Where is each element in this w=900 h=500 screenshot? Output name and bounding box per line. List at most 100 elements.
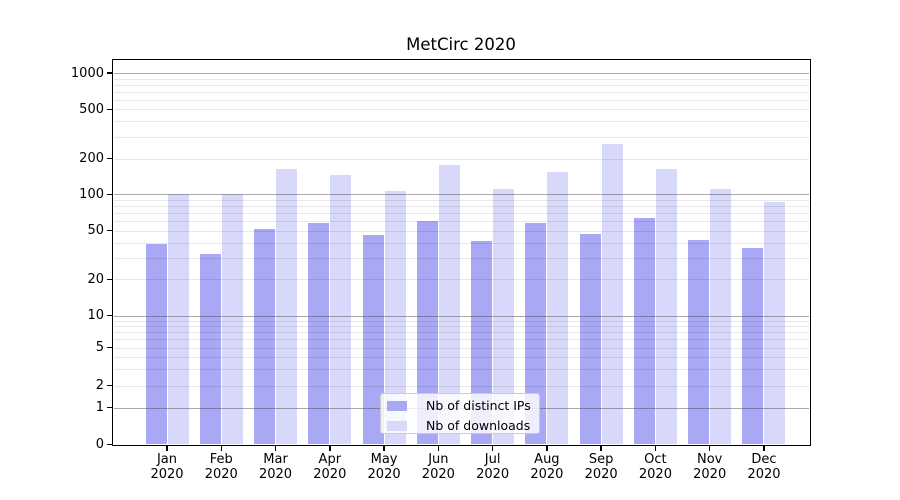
minor-gridline-6 [113,339,809,341]
x-tick-label-jun: Jun 2020 [421,452,455,482]
minor-gridline-90 [113,199,809,201]
bar-distinct-ips-nov [688,239,710,445]
bar-downloads-aug [547,172,569,445]
bar-distinct-ips-feb [199,254,221,445]
x-tick-aug [546,446,548,451]
bar-distinct-ips-aug [525,222,547,445]
x-tick-dec [763,446,765,451]
x-tick-label-feb: Feb 2020 [204,452,238,482]
minor-gridline-300 [113,136,809,138]
bar-distinct-ips-oct [633,217,655,445]
minor-gridline-40 [113,242,809,244]
x-tick-jun [437,446,440,451]
y-tick-1 [107,407,112,409]
legend-label-downloads: Nb of downloads [426,418,531,433]
legend: Nb of distinct IPs Nb of downloads [380,392,540,434]
x-tick-jul [491,446,494,451]
minor-gridline-600 [113,99,809,101]
minor-gridline-4 [113,356,809,358]
bar-downloads-jun [438,164,460,445]
minor-gridline-8 [113,326,809,327]
minor-gridline-60 [113,221,809,223]
minor-gridline-800 [113,84,809,86]
x-tick-label-nov: Nov 2020 [693,452,727,482]
y-tick-label-200: 200 [79,151,104,166]
plot-area [112,59,811,446]
y-tick-label-1000: 1000 [70,65,104,81]
minor-gridline-5 [113,347,809,349]
bar-downloads-nov [710,189,732,445]
x-tick-may [383,446,385,451]
minor-gridline-700 [113,91,809,93]
minor-gridline-3 [113,368,809,370]
minor-gridline-80 [113,206,809,208]
x-tick-apr [329,446,331,451]
x-tick-label-mar: Mar 2020 [258,452,293,482]
x-tick-feb [220,446,222,451]
major-gridline-10 [113,315,809,317]
major-gridline-1000 [113,73,809,75]
bar-distinct-ips-jun [416,221,438,445]
x-tick-label-dec: Dec 2020 [747,452,781,482]
x-tick-label-oct: Oct 2020 [638,452,672,482]
chart-title: MetCirc 2020 [406,35,516,54]
bar-distinct-ips-dec [742,248,764,445]
y-tick-label-10: 10 [87,308,104,324]
legend-row-downloads: Nb of downloads [387,419,539,434]
x-tick-nov [709,446,711,451]
x-tick-label-aug: Aug 2020 [530,452,564,482]
y-tick-10 [107,315,112,317]
y-tick-100 [107,193,112,195]
bar-downloads-oct [655,169,677,445]
legend-swatch-downloads [387,421,407,431]
minor-gridline-400 [113,121,809,123]
bar-distinct-ips-apr [308,222,330,445]
bar-downloads-dec [764,201,786,445]
minor-gridline-30 [113,257,809,259]
x-tick-jan [166,446,168,451]
minor-gridline-2 [113,385,809,387]
bar-downloads-jul [493,188,515,445]
legend-row-distinct-ips: Nb of distinct IPs [387,399,539,414]
bar-downloads-may [384,190,406,445]
minor-gridline-50 [113,230,809,232]
x-tick-sep [600,446,602,451]
y-tick-50 [107,230,112,232]
bar-distinct-ips-sep [579,233,601,445]
bar-distinct-ips-may [362,235,384,445]
legend-label-distinct-ips: Nb of distinct IPs [426,398,531,413]
x-tick-label-apr: Apr 2020 [313,452,347,482]
y-tick-2 [107,385,112,387]
y-tick-500 [107,108,112,110]
y-tick-20 [107,278,112,280]
minor-gridline-70 [113,213,809,215]
y-tick-label-5: 5 [95,340,104,356]
bar-downloads-apr [330,175,352,445]
x-tick-label-jul: Jul 2020 [476,452,510,482]
y-tick-label-100: 100 [79,186,104,202]
y-tick-label-20: 20 [87,271,104,287]
y-tick-1000 [107,72,112,74]
x-tick-oct [654,446,657,451]
legend-swatch-distinct-ips [387,401,407,411]
y-tick-label-0: 0 [95,437,104,452]
y-tick-5 [107,347,112,349]
bar-downloads-feb [221,193,243,445]
minor-gridline-500 [113,109,809,111]
y-tick-0 [107,443,112,446]
minor-gridline-200 [113,158,809,160]
x-tick-mar [274,446,277,451]
y-tick-label-50: 50 [87,223,104,239]
minor-gridline-900 [113,78,809,80]
major-gridline-100 [113,194,809,196]
x-tick-label-jan: Jan 2020 [150,452,184,482]
y-tick-label-2: 2 [95,378,104,394]
minor-gridline-9 [113,320,809,322]
x-tick-label-sep: Sep 2020 [584,452,618,482]
bar-distinct-ips-jan [145,243,167,445]
minor-gridline-20 [113,279,809,281]
bar-downloads-sep [601,144,623,445]
bar-downloads-jan [167,193,189,445]
y-tick-200 [107,157,112,160]
